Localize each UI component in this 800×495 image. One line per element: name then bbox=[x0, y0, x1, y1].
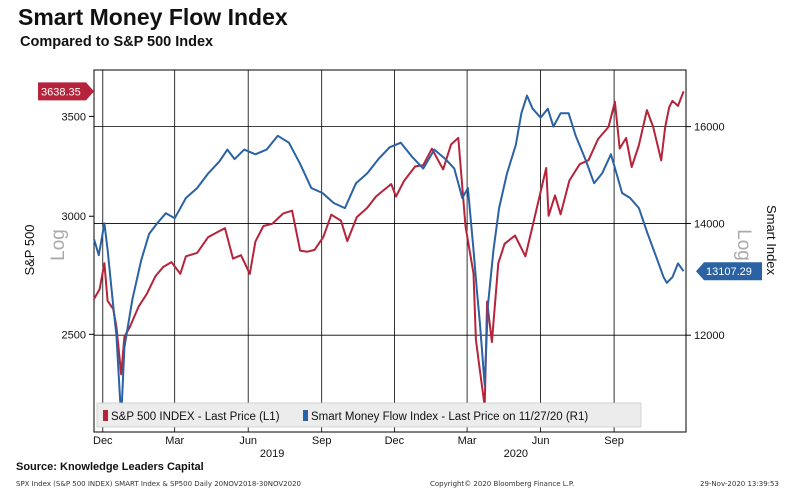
legend-swatch-sp500 bbox=[103, 410, 108, 421]
legend-box bbox=[96, 402, 642, 428]
legend-label: Smart Money Flow Index - Last Price on 1… bbox=[311, 411, 588, 423]
left-tick-label: 3000 bbox=[62, 211, 86, 223]
x-tick-label: Sep bbox=[312, 435, 332, 447]
x-tick-label: Sep bbox=[604, 435, 624, 447]
x-tick-label: Mar bbox=[165, 435, 184, 447]
series-line-smart bbox=[93, 94, 685, 420]
x-tick-label: Dec bbox=[385, 435, 405, 447]
left-tick-label: 3500 bbox=[62, 111, 86, 123]
left-axis-title: S&P 500 bbox=[22, 224, 37, 275]
footer-timestamp: 29-Nov-2020 13:39:53 bbox=[700, 480, 779, 488]
right-log-watermark: Log bbox=[733, 229, 754, 261]
series-line-sp500 bbox=[93, 91, 685, 408]
right-tick-label: 14000 bbox=[694, 218, 725, 230]
x-year-label: 2019 bbox=[260, 448, 284, 460]
legend-swatch-smart bbox=[303, 410, 308, 421]
x-tick-label: Mar bbox=[458, 435, 477, 447]
x-tick-label: Jun bbox=[239, 435, 257, 447]
x-tick-label: Jun bbox=[532, 435, 550, 447]
footer-index-note: SPX Index (S&P 500 INDEX) SMART Index & … bbox=[16, 480, 301, 488]
last-value-label: 13107.29 bbox=[706, 266, 752, 278]
x-year-label: 2020 bbox=[504, 448, 528, 460]
last-value-label: 3638.35 bbox=[41, 86, 81, 98]
left-log-watermark: Log bbox=[48, 229, 69, 261]
right-tick-label: 16000 bbox=[694, 122, 725, 134]
page-subtitle: Compared to S&P 500 Index bbox=[20, 34, 214, 50]
source-note: Source: Knowledge Leaders Capital bbox=[16, 461, 204, 473]
last-value-tag-smart bbox=[696, 262, 762, 281]
left-tick-label: 2500 bbox=[62, 329, 86, 341]
right-tick-label: 12000 bbox=[694, 330, 725, 342]
page-title: Smart Money Flow Index bbox=[18, 4, 288, 30]
right-axis-title: Smart Index bbox=[764, 205, 779, 276]
legend-label: S&P 500 INDEX - Last Price (L1) bbox=[111, 411, 280, 423]
footer-copyright: Copyright© 2020 Bloomberg Finance L.P. bbox=[430, 480, 575, 488]
plot-area bbox=[93, 69, 687, 433]
x-tick-label: Dec bbox=[93, 435, 113, 447]
last-value-tag-sp500 bbox=[38, 82, 94, 101]
